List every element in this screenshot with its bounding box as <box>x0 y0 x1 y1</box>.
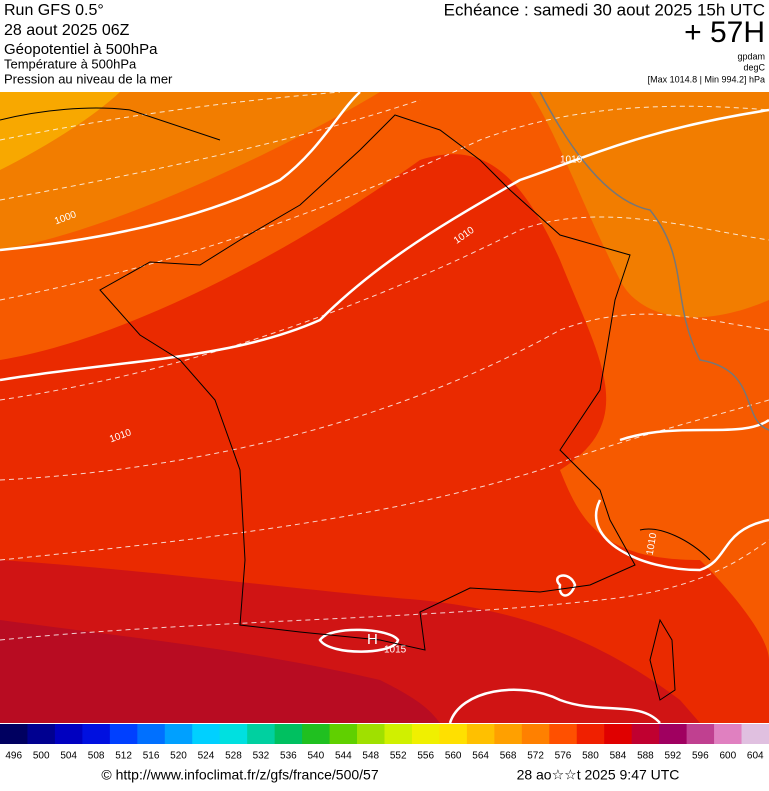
geopotential-line <box>539 91 769 431</box>
colorbar-label: 560 <box>445 751 462 762</box>
colorbar-label: 552 <box>390 751 407 762</box>
colorbar-swatch <box>384 724 413 744</box>
colorbar-swatch <box>54 724 83 744</box>
colorbar-swatch <box>0 724 28 744</box>
colorbar-swatch <box>576 724 605 744</box>
colorbar-swatch <box>27 724 56 744</box>
colorbar-label: 572 <box>527 751 544 762</box>
coastlines <box>0 107 711 701</box>
colorbar-label: 540 <box>307 751 324 762</box>
colorbar-label: 524 <box>198 751 215 762</box>
colorbar-swatch <box>686 724 715 744</box>
colorbar-label: 580 <box>582 751 599 762</box>
forecast-time: Echéance : samedi 30 aout 2025 15h UTC <box>444 0 765 19</box>
render-time: 28 ao☆☆t 2025 9:47 UTC <box>517 767 680 783</box>
lead-time: + 57H <box>684 16 765 49</box>
colorbar-swatch <box>411 724 440 744</box>
colorbar: 496 500 504 508 512 516 520 524 528 532 536 540 544 5… <box>0 724 769 762</box>
colorbar-swatch <box>659 724 688 744</box>
isobar-label: 1010 <box>560 155 583 166</box>
colorbar-swatch <box>631 724 660 744</box>
colorbar-swatch <box>302 724 331 744</box>
colorbar-swatch <box>164 724 193 744</box>
source-url: © http://www.infoclimat.fr/z/gfs/france/… <box>101 767 378 783</box>
colorbar-swatch <box>466 724 495 744</box>
colorbar-label: 536 <box>280 751 297 762</box>
isobar-label: 1010 <box>645 532 660 556</box>
colorbar-label: 568 <box>500 751 517 762</box>
colorbar-label: 556 <box>417 751 434 762</box>
colorbar-swatch <box>247 724 276 744</box>
colorbar-label: 596 <box>692 751 709 762</box>
temperature-contours <box>0 91 769 641</box>
colorbar-label: 496 <box>5 751 22 762</box>
isobar-label: 1015 <box>384 645 407 656</box>
colorbar-swatch <box>741 724 769 744</box>
field-band <box>0 92 120 170</box>
field-subtitle: Pression au niveau de la mer <box>4 71 173 86</box>
colorbar-swatch <box>357 724 385 744</box>
colorbar-label: 548 <box>362 751 379 762</box>
run-date: 28 aout 2025 06Z <box>4 22 130 39</box>
colorbar-swatch <box>274 724 303 744</box>
colorbar-label: 516 <box>143 751 160 762</box>
colorbar-label: 508 <box>88 751 105 762</box>
field-title: Géopotentiel à 500hPa <box>4 41 158 58</box>
colorbar-label: 544 <box>335 751 352 762</box>
field-subtitle: Température à 500hPa <box>4 56 137 71</box>
colorbar-swatch <box>82 724 111 744</box>
colorbar-swatch <box>549 724 578 744</box>
colorbar-swatch <box>109 724 138 744</box>
pressure-range: [Max 1014.8 | Min 994.2] hPa <box>648 74 765 84</box>
colorbar-label: 604 <box>747 751 764 762</box>
colorbar-label: 588 <box>637 751 654 762</box>
colorbar-swatch <box>604 724 633 744</box>
colorbar-label: 500 <box>33 751 50 762</box>
colorbar-label: 600 <box>719 751 736 762</box>
colorbar-swatch <box>192 724 221 744</box>
colorbar-label: 528 <box>225 751 242 762</box>
colorbar-label: 532 <box>253 751 270 762</box>
colorbar-swatch <box>219 724 248 744</box>
unit-label: gpdam <box>737 51 765 61</box>
colorbar-swatch <box>329 724 358 744</box>
isobars <box>0 91 769 724</box>
colorbar-label: 520 <box>170 751 187 762</box>
colorbar-swatch <box>137 724 166 744</box>
colorbar-swatch <box>521 724 550 744</box>
field-band <box>0 620 440 723</box>
colorbar-label: 576 <box>555 751 572 762</box>
colorbar-swatch <box>494 724 523 744</box>
colorbar-swatch <box>439 724 468 744</box>
run-label: Run GFS 0.5° <box>4 2 104 19</box>
high-pressure-marker: H <box>367 631 378 648</box>
colorbar-label: 504 <box>60 751 77 762</box>
colorbar-label: 592 <box>665 751 682 762</box>
colorbar-label: 512 <box>115 751 132 762</box>
colorbar-label: 564 <box>472 751 489 762</box>
map: 1000 1010 1010 1010 1010 1015 H <box>0 91 769 724</box>
colorbar-swatch <box>714 724 743 744</box>
unit-label: degC <box>743 62 765 72</box>
colorbar-label: 584 <box>610 751 627 762</box>
